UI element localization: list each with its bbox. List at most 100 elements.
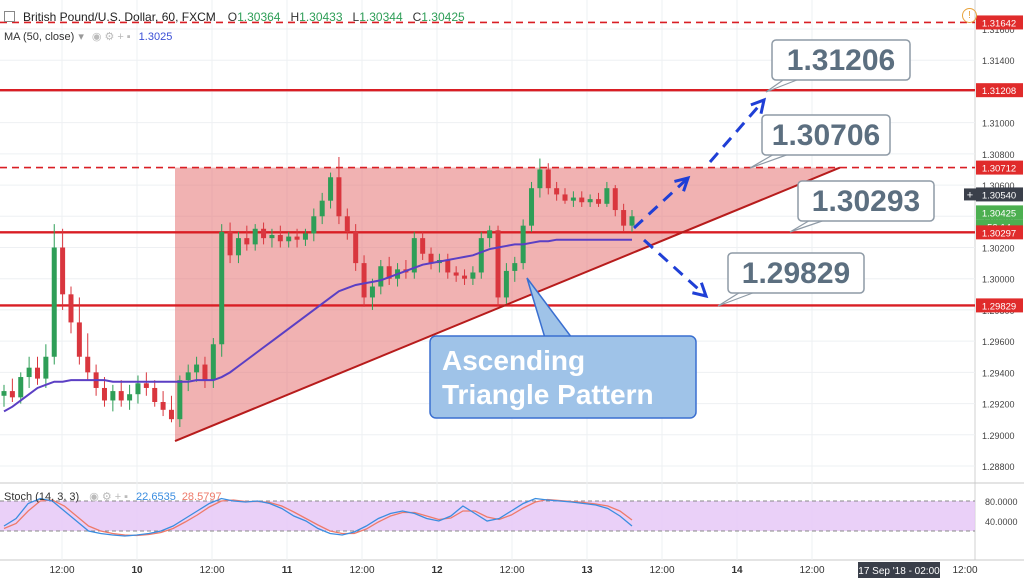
candle-body [219,231,225,345]
candle-body [277,235,283,242]
candle-body [621,210,627,226]
arrow-up-to-resistance [632,175,691,230]
candle-body [478,238,484,273]
callout-text: 1.30706 [772,119,880,152]
more-icon[interactable]: ▪ [124,491,129,503]
candle-body [85,356,91,373]
pattern-label-line: Triangle Pattern [442,379,654,410]
more-icon[interactable]: ▪ [126,31,131,43]
stoch-tick-label: 40.0000 [985,517,1018,527]
time-cursor-label: 17 Sep '18 - 02:00 [858,566,940,577]
candle-body [445,259,451,273]
candle-body [26,367,32,378]
candle-body [503,270,509,298]
candle-body [612,188,618,211]
candle-body [18,377,24,398]
dropdown-icon[interactable]: ▾ [78,31,84,43]
ohlc-close-value: 1.30425 [421,10,465,24]
candle-body [227,231,233,256]
candle-body [302,233,308,240]
ohlc-low-key: L [352,10,360,24]
callout-box [429,335,697,419]
ma-legend[interactable]: MA (50, close) ▾ ◉ ⚙ + ▪ 1.3025 [4,30,172,43]
pattern-label-line: Ascending [442,345,585,376]
add-icon[interactable]: + [114,491,122,503]
price-tick-label: 1.31400 [982,56,1015,66]
candle-body [76,322,82,357]
time-tick-label: 12:00 [649,565,674,576]
arrow-up-to-target [708,97,767,163]
ma-label: MA (50, close) [4,31,75,43]
price-label: 1.30712 [982,164,1016,175]
price-tick-label: 1.30200 [982,244,1015,254]
candle-body [269,235,275,239]
ohlc-high-key: H [290,10,300,24]
price-tick-label: 1.29000 [982,431,1015,441]
crosshair-plus-icon-glyph: + [967,189,973,201]
candle-body [261,228,267,239]
candle-body [495,230,501,298]
time-tick-label: 12:00 [199,565,224,576]
candle-body [152,387,158,403]
arrow-shaft [708,99,766,163]
price-label: 1.30425 [982,208,1016,219]
candle-body [328,177,334,201]
callout-text: 1.30293 [812,185,920,218]
candle-body [51,247,57,357]
arrow-shaft [642,238,708,298]
candle-body [60,247,66,295]
candle-body [127,394,133,401]
price-label: 1.29829 [982,301,1016,312]
arrow-head [692,282,709,299]
time-tick-label: 14 [731,565,743,576]
callout-box [771,39,911,81]
candle-body [244,238,250,245]
price-tick-label: 1.30600 [982,181,1015,191]
visibility-icon[interactable]: ◉ [89,491,99,503]
candle-body [453,272,459,276]
settings-icon[interactable]: ⚙ [104,31,115,43]
price-label-bg [976,298,1023,313]
time-tick-label: 12:00 [349,565,374,576]
candle-body [34,367,40,379]
price-label-bg [976,225,1023,240]
candle-body [629,216,635,226]
add-icon[interactable]: + [117,31,124,43]
candle-body [604,188,610,204]
candle-body [537,169,543,189]
candle-body [286,236,292,242]
symbol-title: British Pound/U.S. Dollar, 60, FXCM [23,10,216,24]
candle-body [554,188,560,195]
visibility-icon[interactable]: ◉ [91,31,102,43]
stoch-d-line [3,498,633,537]
candle-body [177,380,183,420]
candle-body [336,177,342,217]
price-tick-label: 1.29600 [982,337,1015,347]
callout-text: 1.31206 [787,44,895,77]
price-tick-label: 1.30800 [982,150,1015,160]
price-callout: 1.29829 [717,252,865,307]
ohlc-low-value: 1.30344 [359,10,403,24]
candle-body [386,266,392,279]
callout-box [727,252,865,294]
price-callout: 1.30293 [789,180,935,233]
candle-body [294,236,300,240]
price-tick-label: 1.29400 [982,368,1015,378]
candle-body [160,402,166,410]
candle-body [118,391,124,401]
alert-icon[interactable]: ! [962,8,977,23]
time-tick-label: 12 [431,565,443,576]
price-label-bg [976,205,1023,220]
candle-body [43,356,49,379]
candle-body [562,194,568,201]
candle-body [210,344,216,381]
candle-body [235,238,241,256]
candle-body [353,231,359,264]
collapse-icon[interactable] [4,11,15,22]
candle-body [9,391,15,398]
settings-icon[interactable]: ⚙ [101,491,112,503]
stoch-d-value: 28.5797 [181,491,222,503]
stoch-legend[interactable]: Stoch (14, 3, 3) ◉ ⚙ + ▪ 22.6535 28.5797 [4,490,222,503]
arrow-head [750,97,767,114]
